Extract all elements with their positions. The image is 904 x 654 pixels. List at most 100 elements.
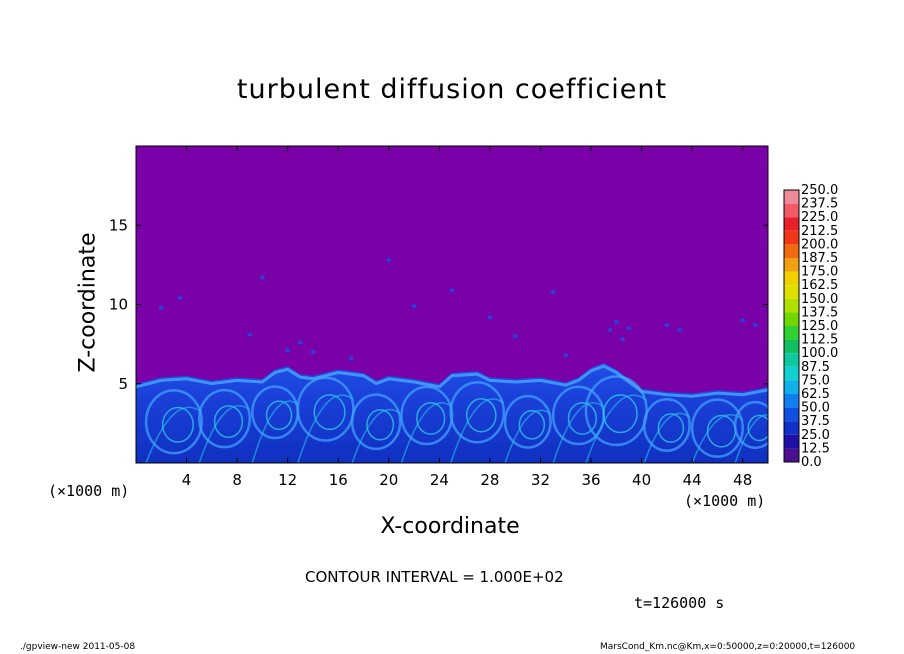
x-tick-label: 4 xyxy=(182,471,192,489)
eddy-swirl-inner xyxy=(213,405,244,439)
footer-right-text: MarsCond_Km.nc@Km,x=0:50000,z=0:20000,t=… xyxy=(600,642,856,652)
x-tick-label: 8 xyxy=(232,471,242,489)
colorbar-swatch xyxy=(784,394,799,408)
eddy-streak xyxy=(643,412,691,463)
turbulent-patch xyxy=(607,327,613,332)
eddy-swirl-inner xyxy=(602,394,638,434)
contour-interval-text: CONTOUR INTERVAL = 1.000E+02 xyxy=(305,568,564,586)
turbulent-patch xyxy=(348,356,354,361)
y-ticks: 5 10 15 xyxy=(109,216,768,393)
colorbar-label: 75.0 xyxy=(801,373,830,388)
colorbar-swatch xyxy=(784,271,799,286)
eddy-swirl-inner xyxy=(313,394,346,431)
colorbar-swatch xyxy=(784,312,799,326)
turbulent-patch xyxy=(613,319,619,324)
colorbar-swatch xyxy=(784,258,799,272)
turbulent-patch xyxy=(620,337,626,342)
turbulent-patch xyxy=(550,289,556,294)
x-tick-label: 40 xyxy=(632,471,651,489)
colorbar-label: 62.5 xyxy=(801,387,830,402)
colorbar-label: 25.0 xyxy=(801,428,830,443)
colorbar-swatch xyxy=(784,339,799,354)
colorbar-swatch xyxy=(784,366,799,381)
boundary-layer-edge xyxy=(136,364,768,398)
eddy-swirl-inner xyxy=(518,409,546,440)
colorbar-label: 250.0 xyxy=(801,183,838,198)
x-unit-label-left: (×1000 m) xyxy=(48,482,130,500)
x-ticks: 4 8 12 16 20 24 28 32 36 40 44 48 xyxy=(182,146,752,489)
eddy-streak xyxy=(198,405,251,463)
field-layer xyxy=(136,258,768,463)
eddy-swirl-inner xyxy=(567,402,598,435)
eddy-swirl xyxy=(503,394,552,449)
eddy-swirl-inner xyxy=(161,406,194,443)
eddy-streak xyxy=(400,402,453,463)
colorbar-frame xyxy=(783,189,800,463)
turbulent-patch xyxy=(626,326,632,331)
x-tick-label: 12 xyxy=(278,471,297,489)
eddy-swirl-inner xyxy=(265,400,293,431)
colorbar-swatch xyxy=(784,285,799,299)
colorbar-swatch xyxy=(784,298,799,313)
turbulent-patch xyxy=(664,323,670,328)
turbulent-patch xyxy=(512,334,518,339)
turbulent-patch xyxy=(386,258,392,263)
eddy-streak xyxy=(450,398,505,463)
colorbar: 250.0237.5225.0212.5200.0187.5175.0162.5… xyxy=(783,183,838,470)
colorbar-swatch xyxy=(784,217,799,231)
turbulent-patch xyxy=(563,353,569,358)
colorbar-label: 225.0 xyxy=(801,210,838,225)
turbulent-patch xyxy=(449,288,455,293)
x-tick-label: 16 xyxy=(329,471,348,489)
eddy-swirl xyxy=(296,376,355,442)
eddy-swirl xyxy=(642,398,691,452)
chart-title: turbulent diffusion coefficient xyxy=(236,74,668,105)
colorbar-swatch xyxy=(784,326,799,340)
colorbar-label: 87.5 xyxy=(801,360,830,375)
footer-left-text: ./gpview-new 2011-05-08 xyxy=(20,642,136,652)
x-tick-label: 44 xyxy=(683,471,702,489)
eddy-swirl-inner xyxy=(366,409,395,441)
turbulent-patch xyxy=(158,305,164,310)
turbulent-patch xyxy=(259,275,265,280)
colorbar-swatch xyxy=(784,190,799,204)
colorbar-label: 212.5 xyxy=(801,224,838,239)
colorbar-swatch xyxy=(784,407,799,422)
colorbar-label: 37.5 xyxy=(801,414,830,429)
x-axis-label: X-coordinate xyxy=(380,514,520,539)
eddy-streak xyxy=(552,402,605,463)
x-tick-label: 36 xyxy=(581,471,600,489)
colorbar-label: 12.5 xyxy=(801,441,830,456)
eddy-streak xyxy=(251,400,299,463)
colorbar-label: 162.5 xyxy=(801,278,838,293)
colorbar-label: 200.0 xyxy=(801,237,838,252)
x-tick-label: 28 xyxy=(480,471,499,489)
colorbar-label: 125.0 xyxy=(801,319,838,334)
eddy-swirl xyxy=(733,400,768,450)
turbulent-patch xyxy=(740,318,746,323)
eddy-swirl-inner xyxy=(657,413,685,443)
colorbar-label: 150.0 xyxy=(801,292,838,307)
turbulent-patch xyxy=(677,327,683,332)
eddy-swirl-inner xyxy=(465,398,497,433)
eddy-streak xyxy=(351,408,401,463)
eddy-streak xyxy=(734,414,768,463)
colorbar-swatch xyxy=(784,434,799,449)
colorbar-label: 237.5 xyxy=(801,197,838,212)
eddy-streak xyxy=(145,406,203,463)
eddy-swirl xyxy=(690,398,744,458)
colorbar-swatch xyxy=(784,421,799,435)
colorbar-swatch xyxy=(784,230,799,245)
eddy-streak xyxy=(585,394,648,463)
x-unit-label-right: (×1000 m) xyxy=(684,492,766,510)
colorbar-label: 187.5 xyxy=(801,251,838,266)
eddy-swirl-inner xyxy=(416,402,446,435)
turbulent-patch xyxy=(752,323,758,328)
eddy-swirl xyxy=(144,389,203,455)
colorbar-label: 100.0 xyxy=(801,346,838,361)
colorbar-label: 175.0 xyxy=(801,265,838,280)
turbulent-patch xyxy=(247,332,253,337)
colorbar-swatch xyxy=(784,203,799,218)
turbulent-patch xyxy=(411,304,417,309)
